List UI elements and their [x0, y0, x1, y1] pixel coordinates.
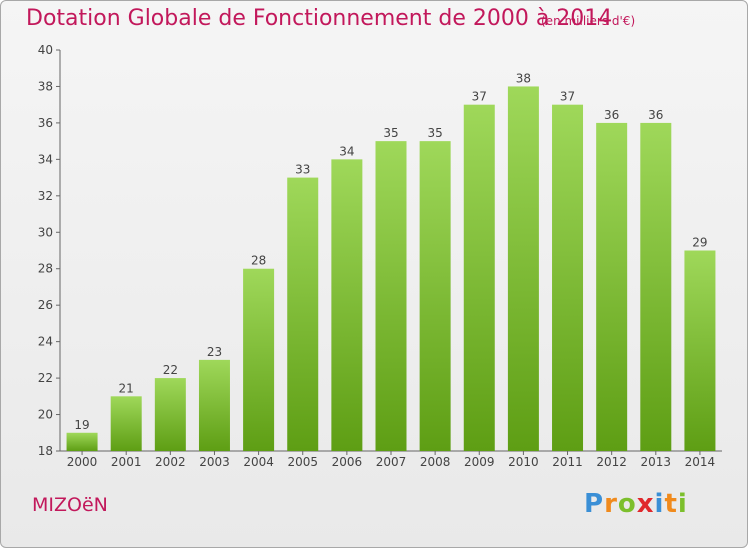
bar [66, 432, 98, 451]
y-tick-label: 24 [38, 335, 53, 349]
x-tick-label: 2010 [508, 455, 539, 469]
y-tick-label: 34 [38, 152, 53, 166]
bar [684, 250, 716, 451]
logo-letter: t [664, 489, 678, 519]
x-tick-label: 2002 [155, 455, 186, 469]
x-tick-label: 2003 [199, 455, 230, 469]
bar-value-label: 28 [251, 254, 266, 268]
x-tick-label: 2004 [243, 455, 274, 469]
logo-letter: P [584, 489, 605, 519]
bar-value-label: 22 [163, 363, 178, 377]
commune-name: MIZOëN [32, 494, 108, 516]
logo-letter: i [677, 489, 688, 519]
y-tick-label: 22 [38, 371, 53, 385]
bar [640, 122, 672, 451]
bar-value-label: 37 [472, 90, 487, 104]
logo-letter: x [636, 489, 655, 519]
x-tick-label: 2014 [685, 455, 716, 469]
bar [596, 122, 628, 451]
bar [463, 104, 495, 451]
bar-value-label: 29 [692, 236, 707, 250]
y-tick-label: 40 [38, 43, 53, 57]
bar [375, 141, 407, 452]
bar [243, 268, 275, 451]
bar-value-label: 33 [295, 163, 310, 177]
chart-subtitle: (en milliers d'€) [541, 14, 636, 28]
x-tick-label: 2008 [420, 455, 451, 469]
x-tick-label: 2011 [552, 455, 583, 469]
y-tick-label: 30 [38, 225, 53, 239]
bar-value-label: 36 [604, 108, 619, 122]
bar [110, 396, 142, 451]
logo-letter: i [654, 489, 665, 519]
bar-value-label: 34 [339, 144, 354, 158]
x-tick-label: 2006 [332, 455, 363, 469]
x-tick-label: 2001 [111, 455, 142, 469]
x-tick-label: 2000 [67, 455, 98, 469]
bar-value-label: 35 [427, 126, 442, 140]
bar-value-label: 21 [119, 381, 134, 395]
x-tick-label: 2013 [641, 455, 672, 469]
y-tick-label: 32 [38, 189, 53, 203]
y-tick-label: 36 [38, 116, 53, 130]
x-tick-label: 2012 [596, 455, 627, 469]
x-tick-label: 2005 [287, 455, 318, 469]
bar-value-label: 38 [516, 71, 531, 85]
bar-value-label: 36 [648, 108, 663, 122]
bar [198, 359, 230, 451]
bar [507, 86, 539, 452]
y-tick-label: 20 [38, 408, 53, 422]
x-tick-label: 2009 [464, 455, 495, 469]
y-tick-label: 18 [38, 444, 53, 458]
bar [287, 177, 319, 451]
bar [552, 104, 584, 451]
logo-letter: r [604, 489, 618, 519]
logo-letter: o [617, 489, 637, 519]
bar-value-label: 19 [74, 418, 89, 432]
bar [154, 378, 186, 451]
proxiti-logo: Proxiti [584, 489, 688, 519]
y-tick-label: 38 [38, 79, 53, 93]
chart-title: Dotation Globale de Fonctionnement de 20… [26, 6, 613, 31]
bar-value-label: 35 [383, 126, 398, 140]
bar [419, 141, 451, 452]
x-tick-label: 2007 [376, 455, 407, 469]
bar [331, 159, 363, 451]
y-tick-label: 28 [38, 262, 53, 276]
bar-value-label: 23 [207, 345, 222, 359]
y-tick-label: 26 [38, 298, 53, 312]
bar-value-label: 37 [560, 90, 575, 104]
